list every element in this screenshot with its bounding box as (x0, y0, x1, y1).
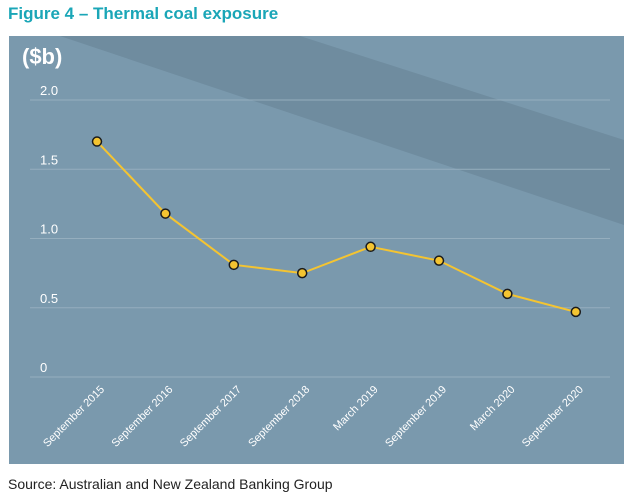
y-tick-label: 1.5 (40, 152, 58, 167)
figure-title: Figure 4 – Thermal coal exposure (8, 4, 279, 23)
series-line (96, 140, 577, 313)
y-tick-label: 2.0 (40, 83, 58, 98)
data-point (228, 259, 240, 271)
gridlines (30, 99, 610, 378)
y-tick-label: 1.0 (40, 222, 58, 237)
data-point (91, 136, 103, 147)
data-point (433, 255, 445, 266)
data-point (365, 241, 376, 253)
source-note: Source: Australian and New Zealand Banki… (8, 476, 333, 492)
background-band (60, 36, 624, 225)
data-point (570, 306, 582, 318)
series-thermal-coal (91, 136, 582, 318)
data-point (502, 288, 513, 300)
y-tick-label: 0 (40, 360, 47, 375)
data-point (296, 267, 308, 279)
y-tick-label: 0.5 (40, 291, 58, 306)
y-axis: 0 0.5 1.0 1.5 2.0 (40, 83, 58, 375)
unit-label: ($b) (22, 44, 62, 69)
line-chart: 00.51.01.52.0 ($b) September 2015 Septemb… (9, 36, 624, 464)
data-point (160, 208, 171, 219)
